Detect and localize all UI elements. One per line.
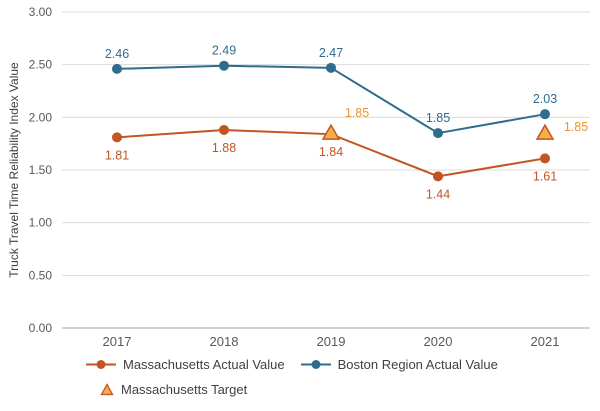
boston-region-actual-value-data-label: 2.03 <box>533 92 557 106</box>
boston-region-actual-value-data-label: 2.49 <box>212 44 236 58</box>
plot-area: 0.00 0.50 1.00 1.50 2.00 2.50 3.00 2017 2018 2019… <box>29 5 590 349</box>
legend-label: Boston Region Actual Value <box>337 357 498 372</box>
legend: Massachusetts Actual Value Boston Region … <box>0 352 600 402</box>
massachusetts-target-data-label: 1.85 <box>345 106 369 120</box>
boston-region-actual-value-marker-icon <box>219 60 229 71</box>
legend-line-marker-icon <box>300 360 331 369</box>
boston-region-actual-value-data-label: 2.47 <box>319 46 343 60</box>
boston-region-actual-value-marker-icon <box>326 62 336 73</box>
legend-item-boston-region-actual-value: Boston Region Actual Value <box>300 357 498 372</box>
massachusetts-actual-value-data-label: 1.88 <box>212 141 236 155</box>
legend-circle-icon <box>311 360 321 369</box>
massachusetts-target-marker-triangle-icon <box>321 123 341 140</box>
y-tick-label: 0.50 <box>29 268 53 282</box>
massachusetts-actual-value-marker-icon <box>112 132 122 143</box>
boston-region-actual-value-marker-icon <box>540 109 550 120</box>
boston-region-actual-value-data-label: 1.85 <box>426 111 450 125</box>
legend-line-marker-icon <box>86 360 116 369</box>
y-tick-label: 1.00 <box>29 216 53 230</box>
x-tick-label: 2020 <box>424 334 453 349</box>
massachusetts-actual-value-data-label: 1.81 <box>105 148 129 162</box>
legend-row-1: Massachusetts Actual Value Boston Region … <box>0 352 600 377</box>
y-tick-label: 0.00 <box>29 321 53 335</box>
y-tick-label: 2.00 <box>29 110 53 124</box>
x-tick-label: 2017 <box>103 334 132 349</box>
massachusetts-actual-value-marker-icon <box>540 153 550 164</box>
legend-item-massachusetts-target: Massachusetts Target <box>100 382 247 397</box>
y-tick-label: 3.00 <box>29 5 53 19</box>
massachusetts-actual-value-marker-icon <box>219 124 229 135</box>
boston-region-actual-value-data-label: 2.46 <box>105 47 129 61</box>
legend-item-massachusetts-actual-value: Massachusetts Actual Value <box>86 357 285 372</box>
legend-label: Massachusetts Target <box>121 382 248 397</box>
y-tick-label: 1.50 <box>29 163 53 177</box>
massachusetts-actual-value-data-label: 1.44 <box>426 187 450 201</box>
boston-region-actual-value-line <box>116 64 546 135</box>
x-tick-label: 2018 <box>210 334 239 349</box>
boston-region-actual-value-marker-icon <box>112 63 122 74</box>
y-tick-label: 2.50 <box>29 58 53 72</box>
boston-region-actual-value-marker-icon <box>433 128 443 139</box>
massachusetts-actual-value-data-label: 1.84 <box>319 145 343 159</box>
legend-label: Massachusetts Actual Value <box>123 357 285 372</box>
massachusetts-actual-value-marker-icon <box>433 171 443 182</box>
legend-circle-icon <box>96 360 106 369</box>
x-tick-label: 2021 <box>531 334 560 349</box>
legend-triangle-marker-icon <box>100 383 114 396</box>
legend-triangle-icon <box>100 383 114 396</box>
legend-row-2: Massachusetts Target <box>0 377 600 402</box>
massachusetts-target-marker-triangle-icon <box>535 123 555 140</box>
massachusetts-target-data-label: 1.85 <box>564 120 588 134</box>
x-tick-label: 2019 <box>317 334 346 349</box>
massachusetts-actual-value-data-label: 1.61 <box>533 169 557 183</box>
